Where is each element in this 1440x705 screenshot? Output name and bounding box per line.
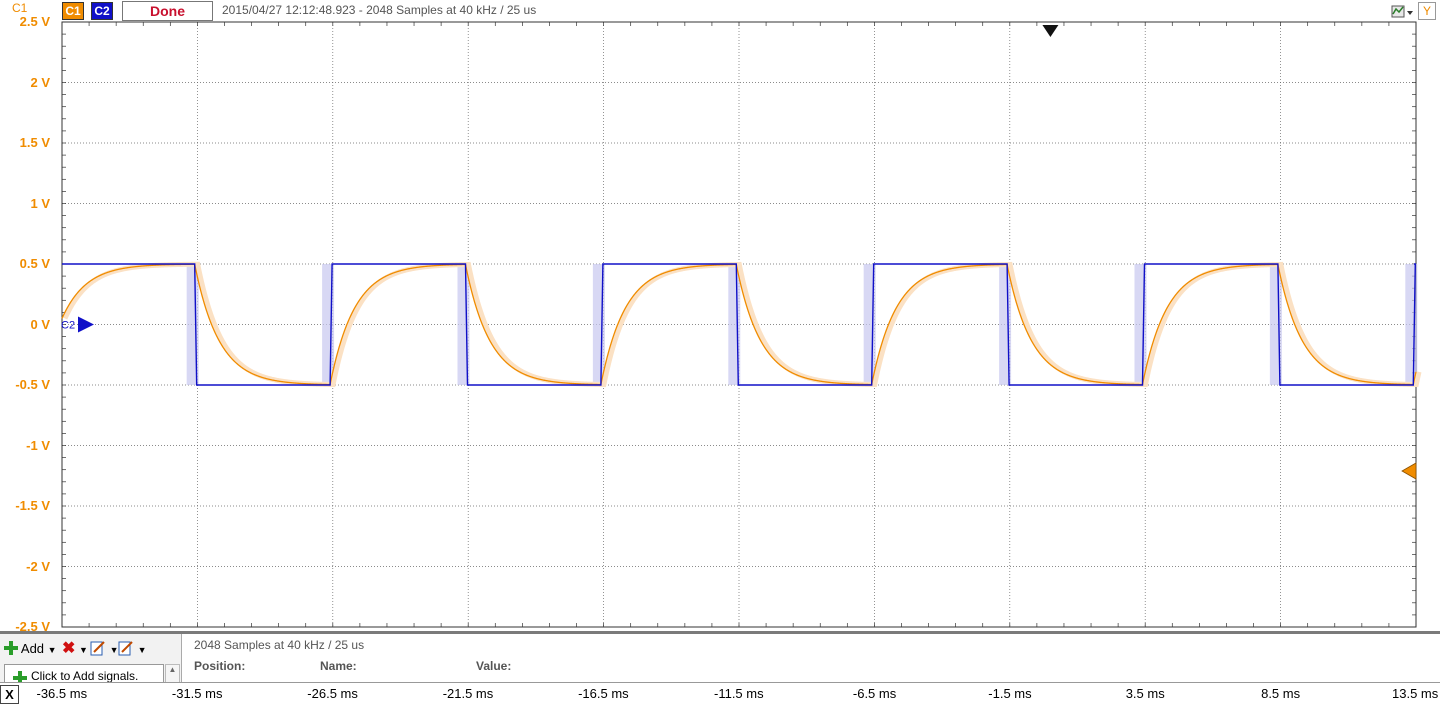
done-button[interactable]: Done bbox=[122, 1, 213, 21]
ch1-trace bbox=[61, 263, 1417, 386]
y-axis-channel-label: C1 bbox=[12, 1, 28, 15]
samples-info: 2048 Samples at 40 kHz / 25 us bbox=[194, 638, 365, 652]
ch2-trace bbox=[62, 263, 1417, 386]
click-to-add-label: Click to Add signals. bbox=[31, 669, 139, 683]
y-tick-label: 1 V bbox=[30, 195, 50, 211]
chevron-down-icon: ▼ bbox=[47, 645, 57, 655]
red-x-icon: ✖ bbox=[62, 640, 76, 657]
plus-icon bbox=[4, 641, 18, 655]
y-axis-button[interactable]: Y bbox=[1418, 2, 1436, 20]
x-tick-label: 3.5 ms bbox=[1125, 686, 1165, 701]
y-tick-label: -1.5 V bbox=[15, 498, 50, 513]
y-tick-label: -1 V bbox=[26, 437, 50, 453]
edit-button[interactable]: ▼ bbox=[90, 640, 119, 658]
x-tick-label: -16.5 ms bbox=[578, 686, 629, 701]
toolbar: C1 C1 C2 Done 2015/04/27 12:12:48.923 - … bbox=[0, 0, 1440, 22]
edit-icon bbox=[90, 641, 105, 656]
signals-panel: Add ▼ ✖ ▼ ▼ ▼ Click to Add signals. bbox=[0, 634, 182, 686]
x-tick-label: -11.5 ms bbox=[714, 686, 764, 701]
remove-button[interactable]: ✖ ▼ bbox=[62, 640, 88, 658]
trigger-level-icon bbox=[1401, 462, 1417, 480]
x-tick-label: -6.5 ms bbox=[852, 686, 897, 701]
x-tick-label: -36.5 ms bbox=[36, 686, 88, 701]
y-tick-label: 2.5 V bbox=[19, 14, 50, 29]
y-tick-label: -2.5 V bbox=[15, 619, 50, 634]
trigger-position-icon bbox=[1042, 25, 1059, 37]
x-tick-label: 8.5 ms bbox=[1261, 686, 1301, 701]
chevron-down-icon: ▼ bbox=[109, 645, 119, 655]
ch2-marker-label: C2 bbox=[61, 320, 75, 332]
ch2-marker-icon bbox=[78, 316, 94, 333]
chevron-down-icon: ▼ bbox=[79, 645, 88, 655]
chevron-down-icon: ▼ bbox=[137, 645, 147, 655]
x-tick-label: -31.5 ms bbox=[171, 686, 223, 701]
waveform-plot[interactable]: C2 bbox=[0, 0, 1440, 631]
y-tick-label: -2 V bbox=[26, 558, 50, 574]
acquisition-info: 2015/04/27 12:12:48.923 - 2048 Samples a… bbox=[222, 3, 537, 17]
y-tick-label: 1.5 V bbox=[19, 135, 50, 150]
x-axis: X -36.5 ms -31.5 ms -26.5 ms -21.5 ms -16.5 … bbox=[0, 682, 1440, 705]
scope-settings-icon[interactable] bbox=[1390, 2, 1414, 20]
value-header: Value: bbox=[476, 659, 512, 673]
x-tick-label: -26.5 ms bbox=[307, 686, 358, 701]
edit-icon bbox=[118, 641, 133, 656]
add-label: Add bbox=[20, 641, 45, 656]
name-header: Name: bbox=[320, 659, 357, 673]
add-button[interactable]: Add ▼ bbox=[4, 640, 57, 658]
x-tick-label: 13.5 ms bbox=[1392, 686, 1439, 701]
channel-2-button[interactable]: C2 bbox=[91, 2, 113, 20]
plus-icon bbox=[13, 671, 27, 685]
position-header: Position: bbox=[194, 659, 246, 673]
x-tick-label: -1.5 ms bbox=[988, 686, 1032, 701]
edit-button-2[interactable]: ▼ bbox=[118, 640, 147, 658]
y-tick-label: -0.5 V bbox=[15, 377, 50, 392]
x-tick-label: -21.5 ms bbox=[442, 686, 494, 701]
channel-1-button[interactable]: C1 bbox=[62, 2, 84, 20]
y-tick-label: 0 V bbox=[30, 316, 50, 332]
y-tick-label: 0.5 V bbox=[19, 256, 50, 271]
y-tick-label: 2 V bbox=[30, 74, 50, 90]
x-axis-button[interactable]: X bbox=[0, 685, 19, 704]
